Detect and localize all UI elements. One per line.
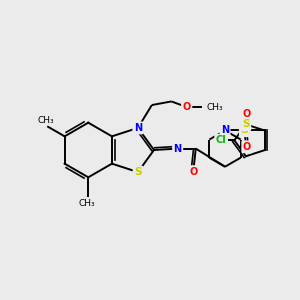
Text: CH₃: CH₃ (79, 200, 96, 208)
Text: O: O (189, 167, 198, 177)
Text: N: N (221, 125, 229, 136)
Text: O: O (183, 102, 191, 112)
Text: S: S (241, 125, 248, 136)
Text: O: O (243, 142, 251, 152)
Text: N: N (174, 144, 182, 154)
Text: S: S (242, 119, 250, 129)
Text: O: O (243, 109, 251, 119)
Text: Cl: Cl (216, 135, 226, 145)
Text: N: N (134, 123, 142, 133)
Text: CH₃: CH₃ (206, 103, 223, 112)
Text: CH₃: CH₃ (38, 116, 55, 125)
Text: S: S (134, 167, 142, 177)
